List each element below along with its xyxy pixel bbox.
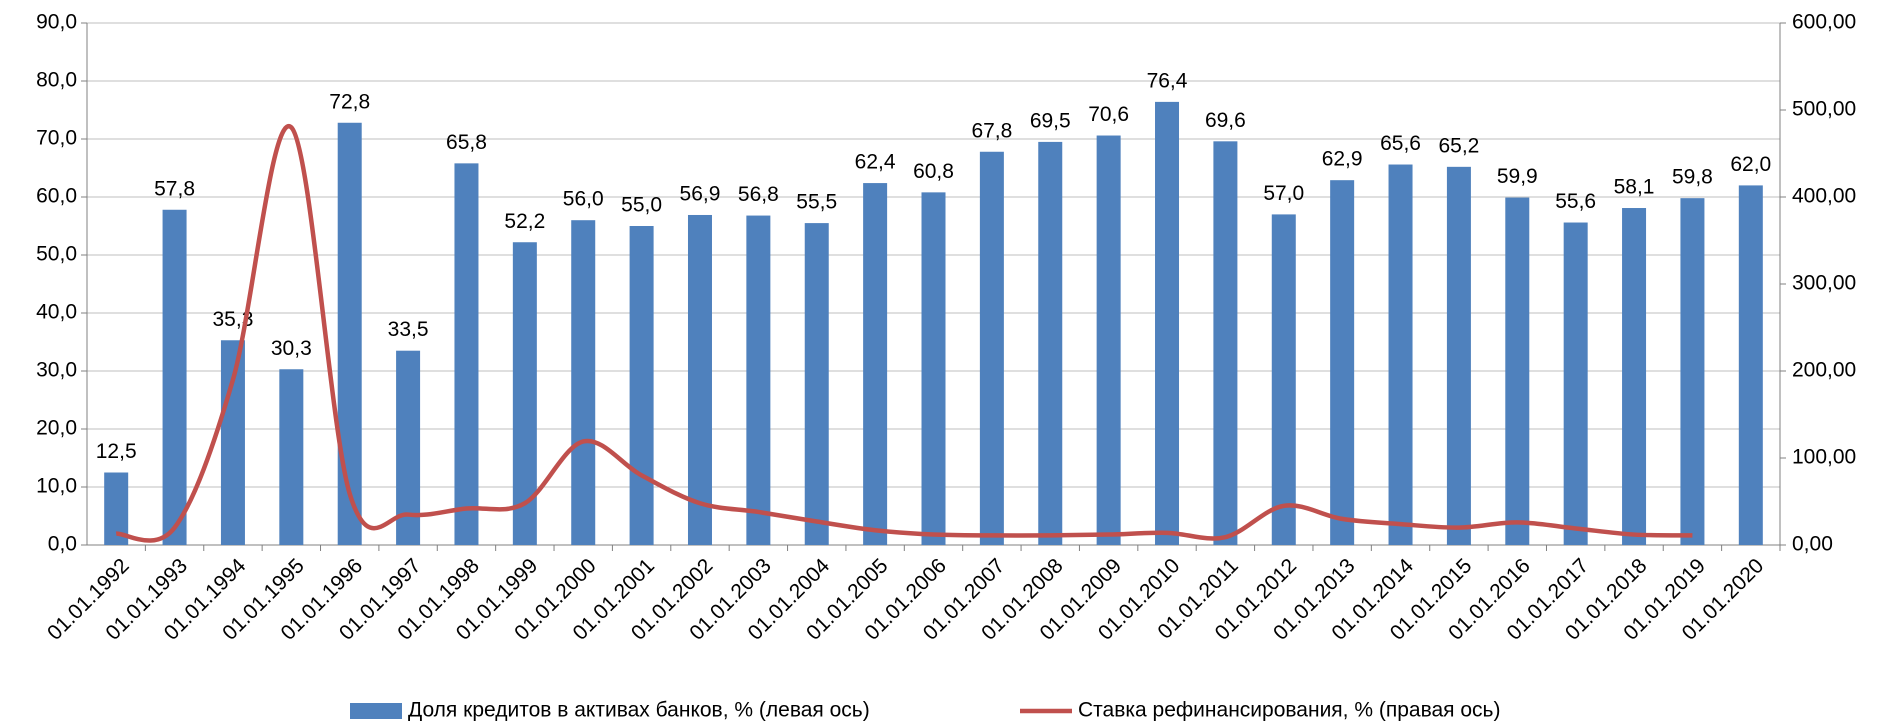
- bar-value-label: 56,9: [680, 183, 721, 206]
- bar: [1446, 166, 1471, 545]
- bar: [687, 214, 712, 546]
- y-tick-label: 40,0: [36, 301, 77, 324]
- y2-tick-label: 500,00: [1792, 98, 1856, 121]
- bar-value-label: 30,3: [271, 337, 312, 360]
- bar-value-label: 58,1: [1614, 176, 1655, 199]
- bar: [1622, 208, 1647, 545]
- bar: [571, 220, 596, 545]
- bar: [1096, 135, 1121, 545]
- bar: [804, 223, 829, 545]
- bar-value-label: 62,4: [855, 151, 896, 174]
- bar: [1213, 141, 1238, 545]
- bar-value-label: 55,6: [1555, 190, 1596, 213]
- bar: [1563, 222, 1588, 545]
- bar: [863, 183, 888, 545]
- y-tick-label: 30,0: [36, 359, 77, 382]
- bar: [746, 215, 771, 545]
- bar: [162, 209, 187, 545]
- y-tick-label: 70,0: [36, 127, 77, 150]
- bar-value-label: 57,0: [1263, 182, 1304, 205]
- y2-tick-label: 600,00: [1792, 11, 1856, 34]
- bar-value-label: 56,8: [738, 183, 779, 206]
- legend-label: Ставка рефинансирования, % (правая ось): [1078, 699, 1501, 722]
- bar-value-label: 65,2: [1438, 134, 1479, 157]
- bar-value-label: 60,8: [913, 160, 954, 183]
- bar-value-label: 67,8: [971, 119, 1012, 142]
- bar-value-label: 70,6: [1088, 103, 1129, 126]
- bar-value-label: 55,0: [621, 194, 662, 217]
- bar-value-label: 62,0: [1730, 153, 1771, 176]
- bar: [337, 122, 362, 545]
- bar: [1271, 214, 1296, 545]
- bar: [279, 369, 304, 545]
- bar: [454, 163, 479, 546]
- bar: [1155, 101, 1180, 545]
- bar-value-label: 69,5: [1030, 109, 1071, 132]
- line: [115, 123, 1693, 543]
- legend-label: Доля кредитов в активах банков, % (левая…: [408, 699, 870, 722]
- bar-value-label: 69,6: [1205, 109, 1246, 132]
- bar-value-label: 65,8: [446, 131, 487, 154]
- bar-value-label: 65,6: [1380, 132, 1421, 155]
- bar-value-label: 72,8: [329, 90, 370, 113]
- y2-tick-label: 300,00: [1792, 272, 1856, 295]
- y-tick-label: 10,0: [36, 475, 77, 498]
- bar: [1505, 197, 1530, 545]
- bar: [1680, 198, 1705, 545]
- y-tick-label: 0,0: [48, 533, 77, 556]
- y2-tick-label: 100,00: [1792, 446, 1856, 469]
- bar-value-label: 12,5: [96, 440, 137, 463]
- bar-value-label: 55,5: [796, 191, 837, 214]
- bar: [1738, 185, 1763, 545]
- y2-tick-label: 0,00: [1792, 533, 1833, 556]
- bar: [1388, 164, 1413, 545]
- bar-value-label: 57,8: [154, 177, 195, 200]
- bar: [1330, 180, 1355, 545]
- bar-value-label: 59,9: [1497, 165, 1538, 188]
- bar-value-label: 76,4: [1147, 69, 1188, 92]
- legend-swatch: [350, 703, 402, 719]
- y-tick-label: 20,0: [36, 417, 77, 440]
- y2-tick-label: 200,00: [1792, 359, 1856, 382]
- bar-value-label: 33,5: [388, 318, 429, 341]
- y2-tick-label: 400,00: [1792, 185, 1856, 208]
- bar-value-label: 56,0: [563, 188, 604, 211]
- bar-value-label: 52,2: [504, 210, 545, 233]
- bar-value-label: 62,9: [1322, 148, 1363, 171]
- y-tick-label: 50,0: [36, 243, 77, 266]
- bar: [979, 151, 1004, 545]
- bar: [921, 192, 946, 546]
- bar: [1038, 141, 1063, 545]
- y-tick-label: 80,0: [36, 69, 77, 92]
- y-tick-label: 60,0: [36, 185, 77, 208]
- y-tick-label: 90,0: [36, 11, 77, 34]
- bar: [629, 226, 654, 545]
- bar-value-label: 59,8: [1672, 166, 1713, 189]
